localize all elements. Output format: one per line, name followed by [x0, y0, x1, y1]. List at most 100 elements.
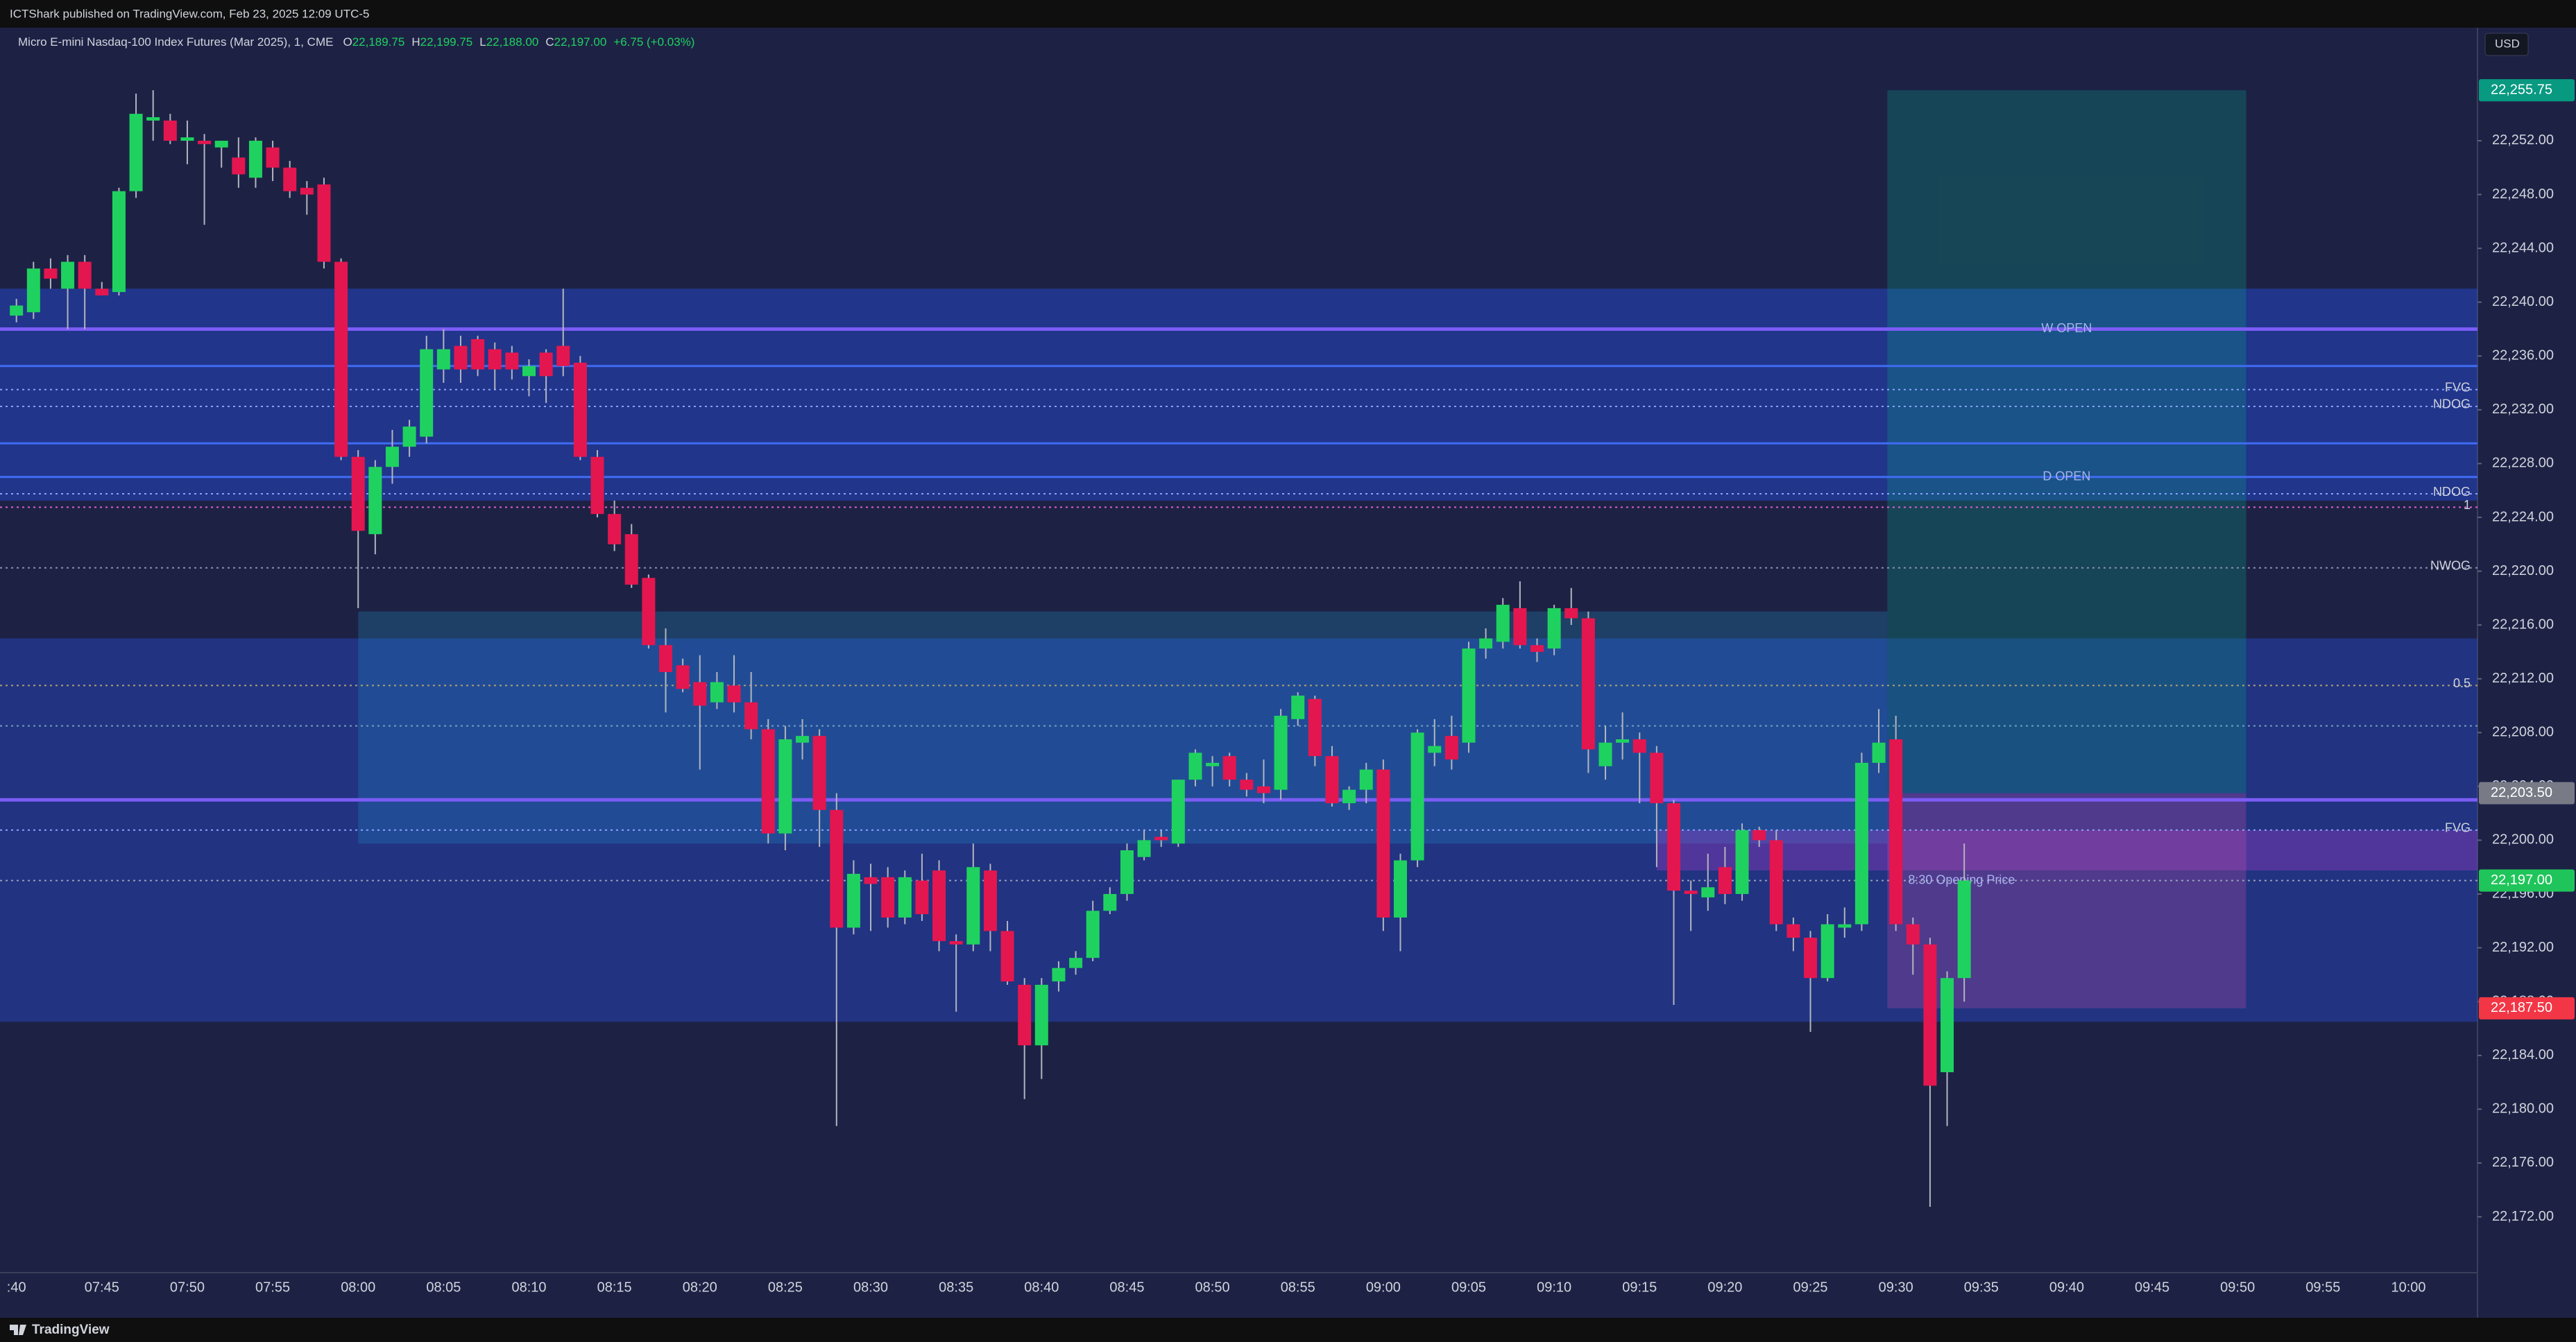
candle-body [1137, 840, 1151, 857]
footer-logo [10, 1325, 26, 1335]
x-tick-label: 08:05 [426, 1280, 461, 1295]
candle-body [1906, 924, 1920, 945]
candle-body [454, 345, 468, 370]
ohlc-value: 22,197.00 [554, 35, 607, 49]
candle-body [983, 870, 997, 931]
candle-body [1222, 756, 1236, 780]
candle-body [1735, 829, 1749, 895]
x-tick-label: :40 [7, 1280, 26, 1295]
x-tick-label: 09:50 [2220, 1280, 2255, 1295]
x-tick-label: 09:45 [2135, 1280, 2169, 1295]
candle-body [1889, 739, 1903, 924]
candle-body [1479, 638, 1493, 649]
candle-body [881, 877, 895, 918]
x-tick-label: 08:35 [939, 1280, 973, 1295]
x-tick-label: 08:40 [1024, 1280, 1059, 1295]
candle-body [163, 120, 177, 141]
candle-body [1342, 789, 1356, 804]
level-label: FVG [2445, 821, 2471, 835]
candle-body [1598, 742, 1612, 766]
level-label: 0.5 [2453, 676, 2471, 690]
candle-body [1000, 931, 1014, 982]
y-tick-label: 22,248.00 [2492, 187, 2554, 202]
x-tick-label: 08:00 [341, 1280, 375, 1295]
y-tick-label: 22,192.00 [2492, 940, 2554, 955]
x-tick-label: 08:20 [683, 1280, 717, 1295]
candle-body [1240, 780, 1254, 790]
change: +6.75 (+0.03%) [613, 35, 694, 49]
candle-body [710, 682, 724, 703]
level-label: 8:30 Opening Price [1908, 872, 2015, 886]
candle-body [1804, 938, 1818, 979]
y-tick-label: 22,216.00 [2492, 617, 2554, 632]
candle-body [1052, 967, 1066, 982]
price-tag [2479, 997, 2575, 1020]
x-tick-label: 08:45 [1109, 1280, 1144, 1295]
candle-body [351, 456, 365, 531]
ohlc-value: 22,188.00 [486, 35, 539, 49]
candle-body [1171, 780, 1185, 844]
level-label: D OPEN [2042, 470, 2090, 483]
x-tick-label: 07:55 [255, 1280, 290, 1295]
candle-body [1718, 867, 1732, 895]
candle-body [385, 447, 399, 467]
candle-body [112, 191, 126, 293]
candle-body [812, 736, 826, 810]
currency: USD [2495, 37, 2520, 50]
y-tick-label: 22,232.00 [2492, 402, 2554, 417]
candle-body [283, 167, 297, 191]
candle-body [1547, 608, 1561, 649]
x-tick-label: 08:15 [597, 1280, 632, 1295]
price-tag-label: 22,187.50 [2491, 1000, 2552, 1015]
x-tick-label: 09:10 [1537, 1280, 1571, 1295]
plot-background [0, 28, 2477, 1273]
time-axis-background [0, 1273, 2477, 1318]
candle-body [300, 187, 314, 195]
position-loss [1887, 793, 2246, 1008]
candle-body [1206, 762, 1220, 766]
ohlc-label: L [479, 35, 486, 49]
candle-body [1769, 840, 1783, 924]
x-tick-label: 08:55 [1281, 1280, 1315, 1295]
candle-body [1274, 716, 1288, 790]
x-tick-label: 07:45 [85, 1280, 119, 1295]
candle-body [1325, 756, 1339, 804]
candle-body [488, 349, 502, 370]
zone [1656, 829, 2477, 871]
candle-body [778, 739, 792, 834]
level-label: NWOG [2430, 558, 2471, 572]
candle-body [1854, 762, 1868, 924]
candle-body [248, 140, 262, 178]
x-tick-label: 09:15 [1622, 1280, 1657, 1295]
candle-body [1820, 924, 1834, 979]
candle-body [796, 736, 810, 743]
candle-body [1086, 911, 1100, 958]
logo-part [14, 1325, 18, 1335]
y-tick-label: 22,180.00 [2492, 1101, 2554, 1117]
price-tag [2479, 869, 2575, 892]
ohlc-label: C [545, 35, 554, 49]
price-tag [2479, 782, 2575, 805]
x-tick-label: 09:40 [2049, 1280, 2084, 1295]
candle-body [1940, 978, 1954, 1073]
candle-body [1462, 648, 1476, 743]
level-label: W OPEN [2041, 321, 2092, 335]
level-label: 1 [2464, 498, 2471, 512]
candle-body [1069, 958, 1083, 968]
price-tag [2479, 79, 2575, 102]
y-tick-label: 22,228.00 [2492, 456, 2554, 471]
x-tick-label: 09:30 [1879, 1280, 1913, 1295]
candle-body [1359, 769, 1373, 790]
candle-body [1034, 984, 1048, 1046]
x-tick-label: 08:50 [1195, 1280, 1230, 1295]
candle-body [1154, 836, 1168, 841]
symbol-legend: Micro E-mini Nasdaq-100 Index Futures (M… [18, 35, 694, 49]
candle-body [590, 456, 604, 515]
ohlc-value: 22,189.75 [352, 35, 405, 49]
candle-body [1581, 618, 1595, 750]
candle-body [402, 427, 416, 447]
candle-body [1393, 860, 1407, 918]
candle-body [1564, 608, 1578, 619]
